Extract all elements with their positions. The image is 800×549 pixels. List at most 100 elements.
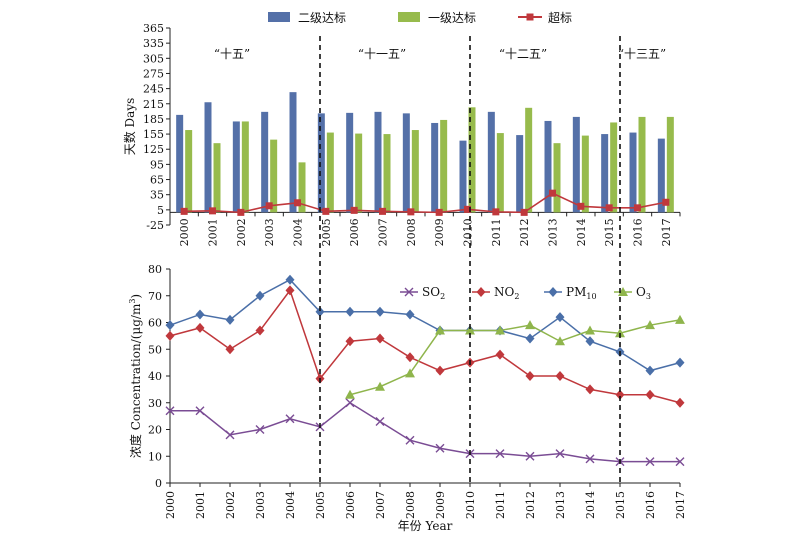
bar-erji bbox=[629, 132, 637, 213]
marker-diamond bbox=[585, 384, 595, 395]
top-y-tick-label: 305 bbox=[143, 52, 164, 65]
marker-x bbox=[165, 406, 175, 416]
exceed-marker bbox=[662, 198, 670, 206]
bottom-x-tick-label: 2014 bbox=[584, 491, 597, 519]
bar-erji bbox=[516, 135, 524, 213]
bottom-x-tick-label: 2007 bbox=[374, 491, 387, 519]
bottom-x-tick-label: 2005 bbox=[314, 491, 327, 519]
series-line-o3 bbox=[349, 319, 681, 396]
bottom-x-tick-label: 2013 bbox=[554, 491, 567, 519]
exceed-marker bbox=[322, 207, 330, 215]
legend-swatch-marker bbox=[526, 13, 534, 21]
top-y-tick-label: 35 bbox=[150, 189, 164, 202]
bottom-y-tick-label: 70 bbox=[148, 290, 162, 303]
legend-label-main: O bbox=[636, 285, 646, 299]
ylabel-sup: 3 bbox=[128, 299, 137, 304]
bar-yiji bbox=[213, 143, 221, 213]
days-chart: -25 5 35 65 95 125 155 185 215 245 275 305 335 365 天数 … bbox=[122, 10, 681, 246]
marker-diamond bbox=[285, 274, 295, 285]
bottom-x-axis-label: 年份 Year bbox=[398, 519, 453, 533]
marker-x bbox=[675, 457, 685, 467]
top-x-tick-label: 2007 bbox=[377, 218, 390, 246]
marker-diamond bbox=[476, 287, 486, 297]
marker-triangle bbox=[585, 325, 595, 335]
marker-x bbox=[555, 449, 565, 459]
marker-diamond bbox=[525, 371, 535, 381]
bar-yiji bbox=[355, 133, 363, 213]
bottom-x-tick-label: 2008 bbox=[404, 491, 417, 519]
marker-diamond bbox=[285, 285, 295, 296]
legend-label: 一级达标 bbox=[428, 11, 476, 25]
bar-yiji bbox=[326, 132, 334, 213]
period-label: “十三五” bbox=[618, 47, 666, 61]
bar-erji bbox=[317, 113, 325, 213]
top-x-tick-label: 2006 bbox=[348, 218, 361, 246]
marker-x bbox=[404, 287, 414, 297]
marker-diamond bbox=[255, 290, 265, 301]
bar-yiji bbox=[638, 116, 646, 213]
top-x-tick-label: 2003 bbox=[263, 218, 276, 246]
marker-x bbox=[255, 425, 265, 434]
legend-label-main: SO bbox=[422, 285, 440, 299]
marker-diamond bbox=[195, 309, 205, 320]
series-line-no2 bbox=[169, 288, 681, 404]
marker-triangle bbox=[618, 287, 628, 296]
bar-erji bbox=[402, 113, 410, 213]
marker-diamond bbox=[255, 325, 265, 336]
legend-label-sub: 10 bbox=[586, 292, 596, 301]
exceed-marker bbox=[379, 207, 386, 215]
bottom-y-tick-label: 60 bbox=[148, 317, 162, 330]
bottom-x-tick-label: 2009 bbox=[434, 491, 447, 519]
marker-diamond bbox=[555, 312, 565, 323]
legend-label: O3 bbox=[636, 285, 651, 301]
marker-x bbox=[225, 430, 235, 440]
exceed-marker bbox=[294, 199, 301, 207]
top-x-tick-label: 2016 bbox=[632, 218, 645, 246]
bottom-x-tick-label: 2002 bbox=[224, 491, 237, 519]
marker-diamond bbox=[405, 309, 415, 320]
period-label: “十二五” bbox=[499, 47, 547, 61]
top-y-tick-label: 335 bbox=[143, 37, 164, 50]
top-x-tick-label: 2002 bbox=[235, 218, 248, 246]
marker-x bbox=[585, 454, 595, 464]
marker-triangle bbox=[435, 325, 445, 335]
top-y-tick-label: 245 bbox=[143, 83, 164, 96]
top-y-tick-label: 95 bbox=[150, 158, 164, 171]
top-y-tick-label: -25 bbox=[146, 219, 164, 232]
top-y-tick-label: 155 bbox=[143, 128, 164, 141]
ylabel-main: 浓度 Concentration/(μg/m bbox=[128, 303, 143, 458]
bar-erji bbox=[544, 120, 552, 213]
marker-x bbox=[645, 457, 655, 467]
bar-yiji bbox=[383, 134, 391, 213]
bar-erji bbox=[657, 138, 665, 213]
legend-label: NO2 bbox=[494, 285, 519, 301]
marker-x bbox=[495, 449, 505, 459]
exceed-marker bbox=[577, 202, 585, 210]
bar-yiji bbox=[185, 130, 193, 213]
marker-diamond bbox=[435, 365, 445, 376]
bar-yiji bbox=[411, 130, 419, 213]
marker-triangle bbox=[555, 336, 565, 346]
marker-triangle bbox=[465, 325, 475, 335]
bottom-y-tick-label: 40 bbox=[148, 370, 162, 383]
bar-yiji bbox=[610, 122, 618, 213]
top-x-tick-label: 2017 bbox=[660, 218, 673, 246]
marker-diamond bbox=[375, 333, 385, 344]
marker-diamond bbox=[585, 336, 595, 347]
top-y-tick-label: 185 bbox=[143, 113, 164, 126]
bar-yiji bbox=[496, 133, 504, 213]
exceed-marker bbox=[605, 204, 613, 212]
bar-erji bbox=[289, 92, 297, 213]
top-x-tick-label: 2001 bbox=[207, 218, 220, 246]
bar-erji bbox=[232, 121, 240, 213]
marker-triangle bbox=[675, 314, 685, 324]
legend-label: PM10 bbox=[566, 285, 597, 301]
bar-yiji bbox=[581, 135, 589, 213]
top-y-tick-label: 65 bbox=[150, 174, 164, 187]
bar-erji bbox=[374, 111, 382, 213]
bottom-y-tick-label: 50 bbox=[148, 343, 162, 356]
marker-triangle bbox=[525, 320, 535, 330]
marker-diamond bbox=[405, 352, 415, 363]
